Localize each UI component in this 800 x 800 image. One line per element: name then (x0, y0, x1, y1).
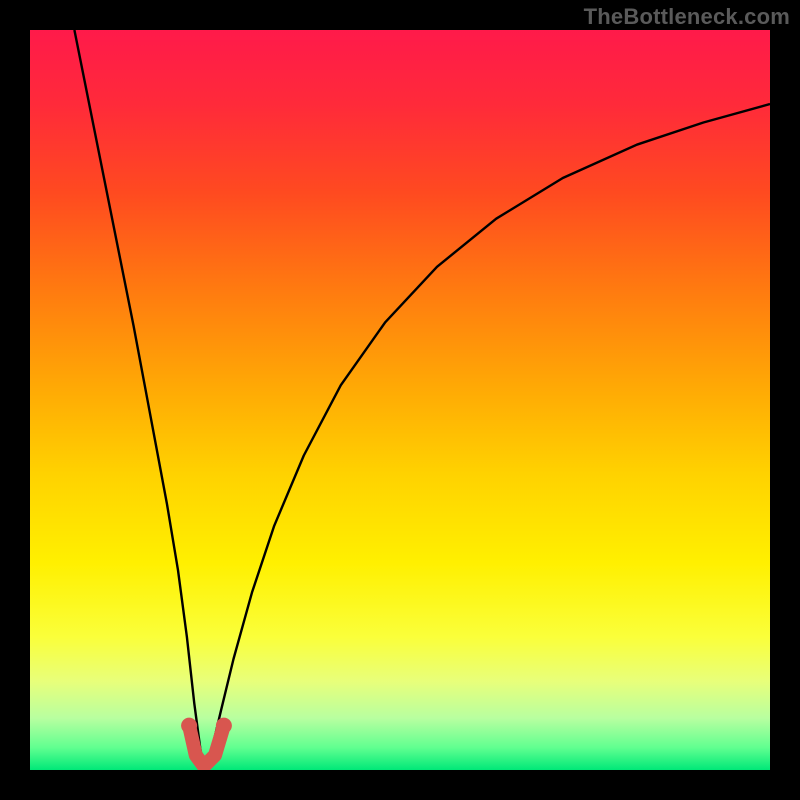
gradient-background (30, 30, 770, 770)
highlight-endpoint-dot (216, 718, 232, 734)
watermark-text: TheBottleneck.com (584, 4, 790, 30)
chart-frame: TheBottleneck.com (0, 0, 800, 800)
highlight-endpoint-dot (181, 718, 197, 734)
chart-plot-area (30, 30, 770, 770)
chart-svg (30, 30, 770, 770)
